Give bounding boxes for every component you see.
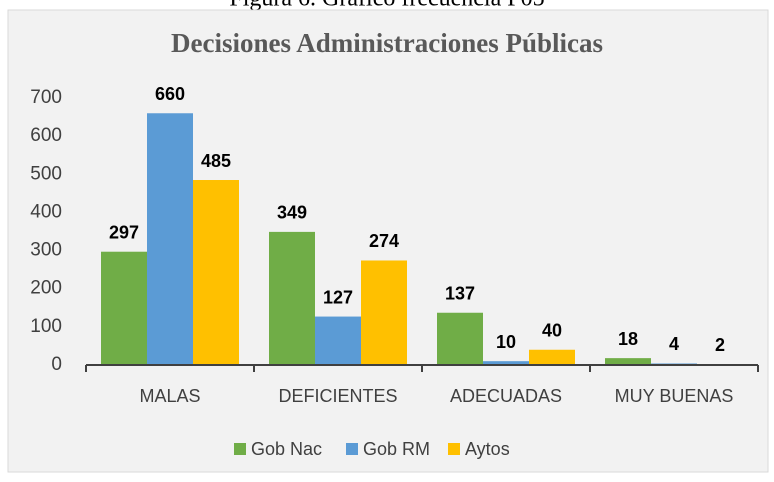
chart-title: Decisiones Administraciones Públicas bbox=[171, 28, 603, 58]
y-tick-label: 600 bbox=[30, 125, 62, 146]
data-label: 10 bbox=[496, 332, 516, 352]
bar bbox=[193, 180, 239, 365]
legend-swatch bbox=[448, 443, 460, 455]
bar bbox=[101, 251, 147, 365]
legend-label: Gob Nac bbox=[251, 439, 322, 459]
chart-area bbox=[7, 9, 769, 473]
legend-label: Aytos bbox=[465, 439, 510, 459]
y-tick-label: 100 bbox=[30, 316, 62, 337]
bar bbox=[147, 113, 193, 365]
x-tick-label: MALAS bbox=[139, 386, 200, 406]
y-tick-label: 200 bbox=[30, 278, 62, 299]
data-label: 297 bbox=[109, 222, 139, 242]
bar bbox=[529, 349, 575, 365]
y-tick-label: 500 bbox=[30, 163, 62, 184]
y-tick-label: 400 bbox=[30, 201, 62, 222]
data-label: 18 bbox=[618, 329, 638, 349]
bar bbox=[437, 312, 483, 365]
data-label: 2 bbox=[715, 335, 725, 355]
data-label: 485 bbox=[201, 151, 231, 171]
x-tick-label: MUY BUENAS bbox=[615, 386, 734, 406]
data-label: 137 bbox=[445, 283, 475, 303]
data-label: 127 bbox=[323, 287, 353, 307]
data-label: 349 bbox=[277, 203, 307, 223]
data-label: 40 bbox=[542, 320, 562, 340]
data-label: 660 bbox=[155, 84, 185, 104]
bar bbox=[315, 316, 361, 365]
data-label: 4 bbox=[669, 334, 679, 354]
y-tick-label: 700 bbox=[30, 87, 62, 108]
bar bbox=[269, 231, 315, 365]
x-tick-label: DEFICIENTES bbox=[278, 386, 397, 406]
legend-label: Gob RM bbox=[363, 439, 430, 459]
figure-caption: Figura 6. Gráfico frecuencia P05 bbox=[229, 0, 544, 12]
data-label: 274 bbox=[369, 231, 399, 251]
bar bbox=[483, 361, 529, 365]
bar bbox=[361, 260, 407, 365]
legend-swatch bbox=[234, 443, 246, 455]
legend-swatch bbox=[346, 443, 358, 455]
y-tick-label: 300 bbox=[30, 240, 62, 261]
y-tick-label: 0 bbox=[51, 354, 62, 375]
bar bbox=[605, 358, 651, 365]
x-tick-label: ADECUADAS bbox=[450, 386, 562, 406]
